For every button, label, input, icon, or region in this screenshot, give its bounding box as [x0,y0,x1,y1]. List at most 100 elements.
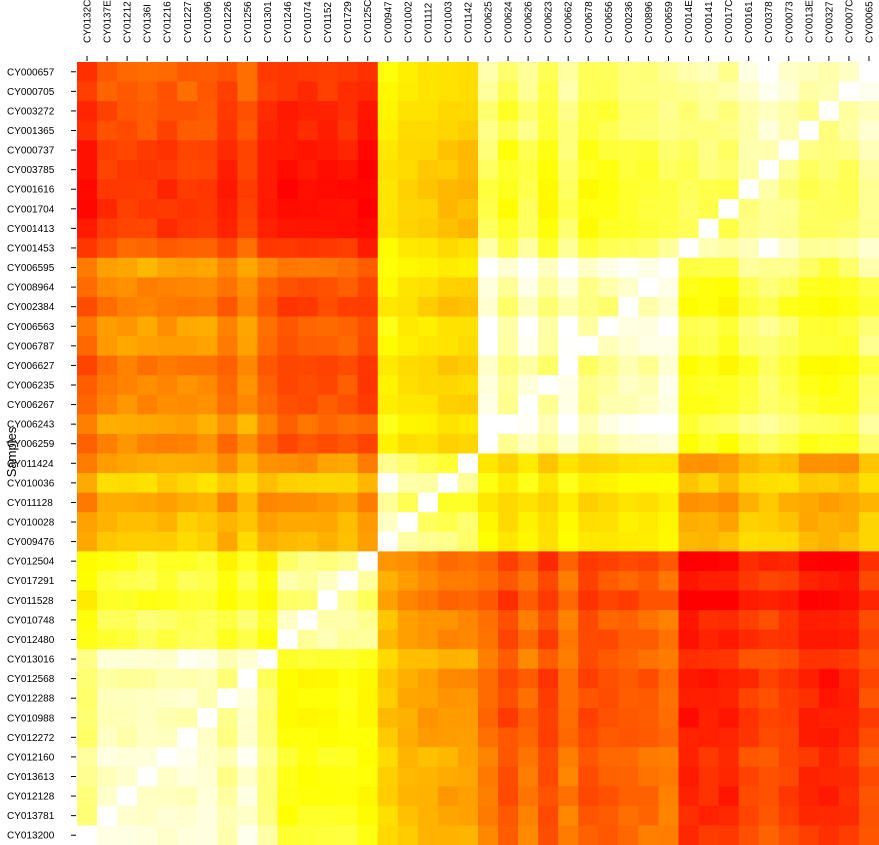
heatmap-cell [357,336,379,357]
heatmap-cell [377,316,399,337]
heatmap-cell [698,570,720,592]
heatmap-cell [437,805,459,827]
heatmap-cell [638,473,660,494]
column-tick-label: CY01216 [163,1,174,43]
heatmap-cell [77,140,98,161]
heatmap-cell [498,805,519,827]
heatmap-cell [177,531,198,552]
heatmap-cell [538,492,559,513]
heatmap-cell [858,805,879,827]
heatmap-cell [498,179,519,200]
heatmap-cell [437,336,459,357]
heatmap-cell [177,336,198,357]
heatmap-cell [538,531,559,552]
heatmap-cell [798,551,820,572]
heatmap-cell [638,531,660,552]
heatmap-cell [197,414,218,435]
heatmap-cell [518,277,539,298]
heatmap-cell [658,316,680,337]
column-tick-label: CY0137E [103,0,114,43]
heatmap-cell [337,551,359,572]
heatmap-cell [337,238,359,259]
heatmap-cell [377,825,399,845]
heatmap-cell [678,199,700,220]
heatmap-cell [498,277,519,298]
column-tick-label: CY0125C [363,0,374,43]
heatmap-cell [257,707,279,729]
heatmap-cell [578,610,599,631]
heatmap-cell [578,473,599,494]
heatmap-cell [678,492,700,513]
heatmap-cell [598,629,619,650]
heatmap-cell [177,473,198,494]
heatmap-cell [758,159,780,181]
heatmap-cell [498,727,519,748]
heatmap-cell [217,336,238,357]
heatmap-cell [297,551,319,572]
heatmap-cell [157,296,178,318]
heatmap-cell [778,296,800,318]
heatmap-cell [397,375,419,396]
heatmap-cell [698,551,720,572]
heatmap-cell [818,531,840,552]
heatmap-cell [117,159,138,181]
heatmap-cell [197,81,218,102]
heatmap-cell [137,531,158,552]
heatmap-cell [277,688,299,709]
heatmap-cell [297,786,319,807]
heatmap-cell [538,257,559,278]
heatmap-cell [538,375,559,396]
heatmap-cell [498,62,519,83]
heatmap-cell [718,277,740,298]
heatmap-cell [738,62,760,83]
heatmap-cell [538,238,559,259]
row-tick-label: CY012128 [7,792,55,803]
heatmap-cell [478,159,499,181]
heatmap-cell [478,805,499,827]
heatmap-cell [598,394,619,415]
heatmap-cell [558,62,579,83]
heatmap-cell [538,414,559,435]
row-tick-labels: CY000657CY000705CY003272CY001365CY000737… [7,67,76,842]
heatmap-cell [698,707,720,729]
heatmap-cell [518,610,539,631]
heatmap-cell [137,707,158,729]
heatmap-cell [538,590,559,611]
heatmap-cell [277,727,299,748]
heatmap-cell [518,101,539,122]
heatmap-cell [478,355,499,376]
heatmap-cell [97,140,118,161]
heatmap-cell [157,668,178,689]
column-tick-label: CY00236 [624,1,635,43]
heatmap-cell [658,101,680,122]
heatmap-cell [97,590,118,611]
heatmap-cell [618,238,639,259]
heatmap-cell [297,570,319,592]
heatmap-cell [277,179,299,200]
heatmap-cell [678,238,700,259]
heatmap-cell [117,805,138,827]
heatmap-cell [77,570,98,592]
heatmap-cell [317,747,339,768]
row-tick-label: CY010988 [7,713,55,724]
heatmap-cell [638,316,660,337]
heatmap-cell [658,375,680,396]
heatmap-cell [377,649,399,670]
heatmap-cell [137,414,158,435]
heatmap-cell [818,551,840,572]
heatmap-cell [558,433,579,455]
heatmap-cell [357,629,379,650]
heatmap-cell [858,688,879,709]
heatmap-cell [798,81,820,102]
heatmap-cell [197,707,218,729]
heatmap-cell [437,179,459,200]
heatmap-cell [297,492,319,513]
heatmap-cell [858,394,879,415]
heatmap-cell [778,316,800,337]
heatmap-cell [778,727,800,748]
heatmap-cell [678,707,700,729]
heatmap-cell [718,590,740,611]
heatmap-cell [437,120,459,141]
heatmap-cell [377,531,399,552]
heatmap-cell [758,825,780,845]
